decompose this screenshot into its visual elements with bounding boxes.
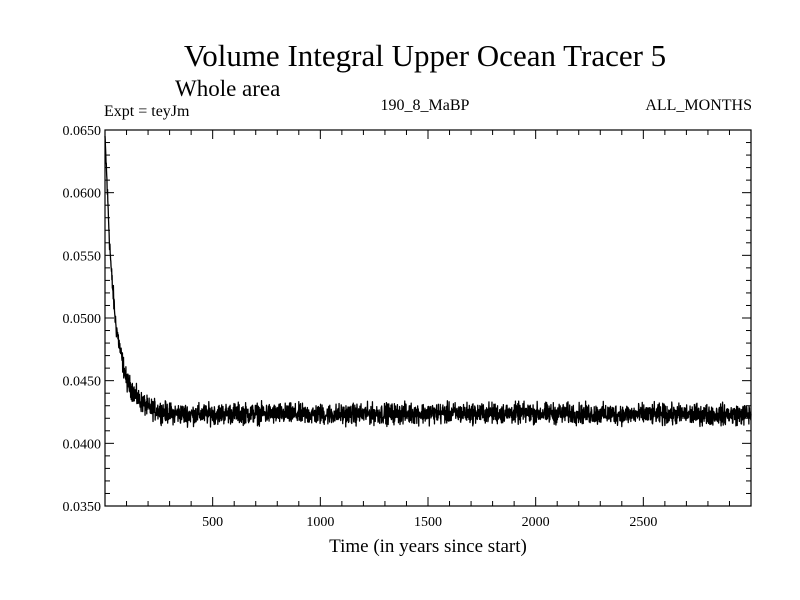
chart-subtitle: Whole area — [175, 76, 281, 101]
y-tick-label: 0.0400 — [63, 437, 102, 452]
y-tick-label: 0.0600 — [63, 187, 102, 202]
plot-frame — [104, 129, 752, 507]
months-label: ALL_MONTHS — [645, 97, 752, 114]
x-tick-label: 2000 — [522, 515, 550, 530]
experiment-label: Expt = teyJm — [104, 103, 190, 120]
x-tick-label: 1000 — [306, 515, 334, 530]
y-tick-label: 0.0350 — [63, 500, 102, 515]
chart-title: Volume Integral Upper Ocean Tracer 5 — [183, 38, 667, 73]
run-label: 190_8_MaBP — [380, 97, 470, 114]
x-tick-label: 500 — [202, 515, 223, 530]
y-tick-label: 0.0650 — [63, 124, 102, 139]
y-tick-label: 0.0450 — [63, 375, 102, 390]
x-axis-label: Time (in years since start) — [329, 536, 527, 557]
series-line-tracer-5 — [104, 136, 752, 428]
y-tick-label: 0.0550 — [63, 249, 102, 264]
y-tick-label: 0.0500 — [63, 312, 102, 327]
x-tick-label: 1500 — [414, 515, 442, 530]
x-tick-label: 2500 — [629, 515, 657, 530]
